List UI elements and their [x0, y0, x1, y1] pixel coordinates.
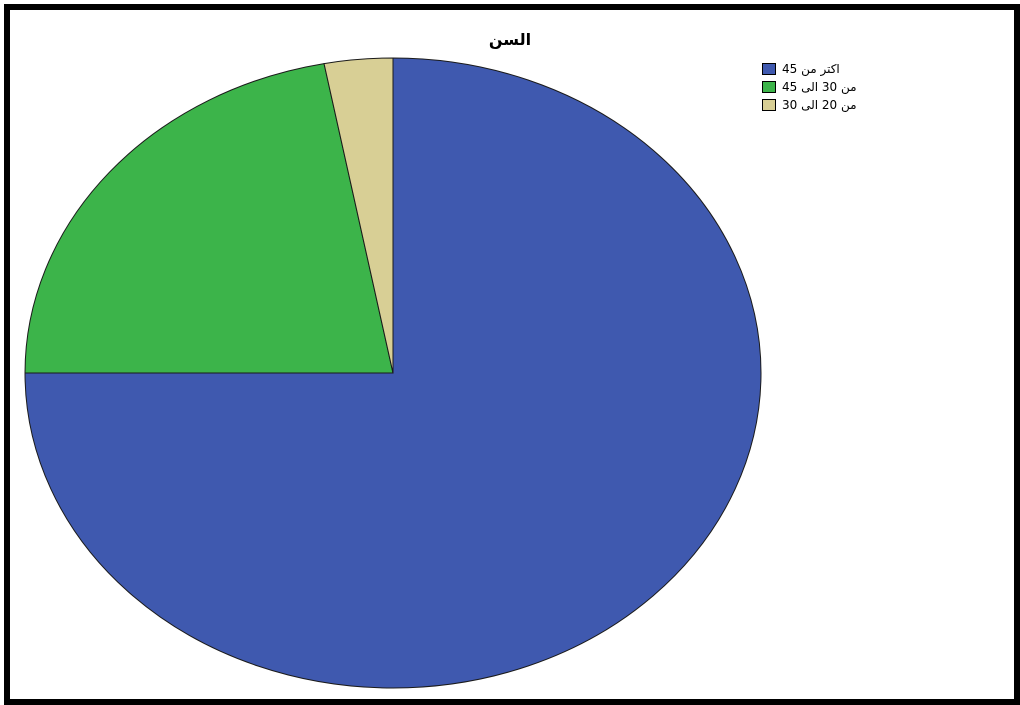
legend: اكتر من 45 من 30 الى 45 من 20 الى 30	[762, 60, 857, 114]
legend-label: من 30 الى 45	[782, 80, 857, 94]
legend-swatch	[762, 99, 776, 111]
legend-item: من 20 الى 30	[762, 96, 857, 114]
pie-slice	[24, 63, 394, 374]
legend-swatch	[762, 63, 776, 75]
legend-swatch	[762, 81, 776, 93]
legend-item: اكتر من 45	[762, 60, 857, 78]
legend-label: اكتر من 45	[782, 62, 840, 76]
chart-title: السن	[488, 30, 532, 49]
legend-item: من 30 الى 45	[762, 78, 857, 96]
pie-slice	[24, 57, 762, 689]
legend-label: من 20 الى 30	[782, 98, 857, 112]
pie-slice	[323, 57, 394, 374]
